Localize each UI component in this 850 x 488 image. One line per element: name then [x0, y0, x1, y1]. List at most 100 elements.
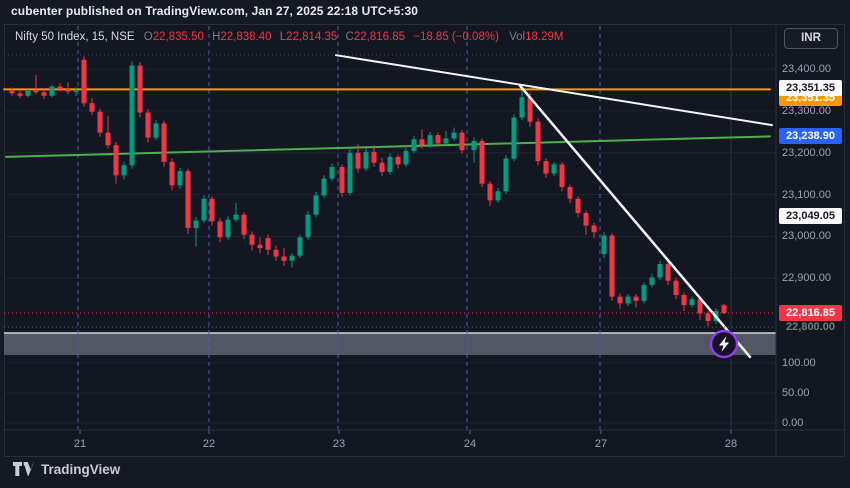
tradingview-logo-icon	[13, 462, 34, 476]
candle-body	[649, 277, 655, 285]
candle-body	[395, 156, 401, 165]
candle-body	[583, 212, 589, 226]
candle-body	[289, 255, 295, 261]
candle-body	[487, 183, 493, 201]
candle-body	[97, 111, 103, 133]
candle-body	[281, 256, 287, 261]
candle-body	[681, 294, 687, 306]
candle-body	[185, 171, 191, 229]
candle-body	[601, 235, 607, 254]
candle-body	[81, 59, 87, 104]
candle-body	[305, 214, 311, 238]
price-tick-label: 23,100.00	[782, 188, 831, 201]
candle-body	[471, 140, 477, 151]
tradingview-attribution[interactable]: TradingView	[13, 462, 120, 477]
last-price-label: 22,816.85	[779, 305, 842, 322]
candle-body	[511, 117, 517, 159]
high-key: H	[212, 31, 221, 43]
candle-body	[241, 214, 247, 235]
candle-body	[347, 152, 353, 193]
price-tick-label: 23,400.00	[782, 63, 831, 75]
candle-body	[249, 234, 255, 245]
candle-body	[641, 284, 647, 301]
candle-body	[113, 145, 119, 176]
candle-body	[225, 219, 231, 238]
candle-body	[609, 235, 615, 297]
candle-body	[201, 198, 207, 221]
candle-body	[329, 166, 335, 179]
candle-body	[591, 225, 597, 233]
publish-caption: cubenter published on TradingView.com, J…	[11, 4, 419, 18]
candle-body	[161, 123, 167, 162]
price-tick-label: 23,000.00	[782, 230, 831, 243]
candle-body	[209, 198, 215, 222]
candle-body	[265, 238, 271, 250]
open-value: 22,835.50	[152, 31, 204, 43]
candle-body	[665, 264, 671, 281]
time-tick-label: 23	[332, 438, 346, 450]
price-axis[interactable]: 23,400.00 23,300.00 23,200.00 23,100.00 23,0…	[777, 24, 845, 432]
price-tick-label: 23,200.00	[782, 146, 831, 159]
candle-body	[193, 220, 199, 229]
candle-body	[297, 237, 303, 256]
candle-body	[495, 191, 501, 201]
candle-body	[435, 135, 441, 144]
candle-body	[33, 90, 39, 93]
candle-body	[73, 89, 79, 92]
candle-body	[65, 89, 71, 92]
time-tick-label: 21	[73, 438, 87, 450]
candle-body	[411, 139, 417, 152]
candle-body	[371, 151, 377, 163]
candle-body	[551, 164, 557, 174]
candle-body	[273, 249, 279, 257]
candle-body	[105, 132, 111, 146]
descending-trendline-1	[335, 54, 773, 127]
chart-legend: Nifty 50 Index, 15, NSE O22,835.50 H22,8…	[15, 31, 568, 43]
candle-body	[657, 264, 663, 278]
close-key: C	[345, 31, 354, 43]
white-price-label-mid: 23,049.05	[779, 207, 842, 224]
descending-trendline-2	[518, 84, 752, 359]
candle-body	[575, 198, 581, 213]
candle-body	[527, 97, 533, 122]
candle-body	[387, 156, 393, 172]
candle-body	[535, 121, 541, 162]
pane-separator-band	[4, 333, 776, 355]
candle-body	[41, 92, 47, 96]
candle-body	[313, 195, 319, 215]
candle-body	[129, 65, 135, 166]
candle-body	[153, 123, 159, 138]
indicator-tick-label: 0.00	[782, 417, 804, 429]
candle-body	[217, 221, 223, 238]
candle-body	[17, 93, 23, 96]
candle-body	[689, 299, 695, 306]
low-value: 22,814.35	[286, 31, 338, 43]
time-tick-label: 22	[202, 438, 216, 450]
blue-trendline-price-label: 23,238.90	[779, 128, 842, 145]
candle-body	[177, 171, 183, 186]
candle-body	[257, 244, 263, 249]
candle-body	[57, 86, 63, 90]
change-value: −18.85 (−0.08%)	[413, 31, 499, 43]
candle-body	[673, 280, 679, 295]
candle-body	[363, 151, 369, 169]
time-tick-label: 28	[724, 438, 738, 450]
candle-body	[721, 305, 727, 314]
low-key: L	[279, 31, 287, 43]
currency-button[interactable]: INR	[784, 28, 838, 49]
candle-body	[403, 151, 409, 165]
covered-axis-tick-label: 22,800.00	[779, 319, 842, 336]
high-value: 22,838.40	[220, 31, 272, 43]
candle-body	[321, 178, 327, 196]
candle-body	[559, 164, 565, 188]
candle-body	[617, 296, 623, 304]
time-axis[interactable]: 21 22 23 24 27 28	[4, 431, 845, 457]
support-trendline	[5, 135, 771, 158]
candle-body	[137, 65, 143, 113]
chart-widget	[4, 24, 845, 457]
time-tick-label: 27	[594, 438, 608, 450]
lightning-bolt-icon[interactable]	[719, 336, 729, 352]
volume-key: Vol	[509, 31, 526, 43]
